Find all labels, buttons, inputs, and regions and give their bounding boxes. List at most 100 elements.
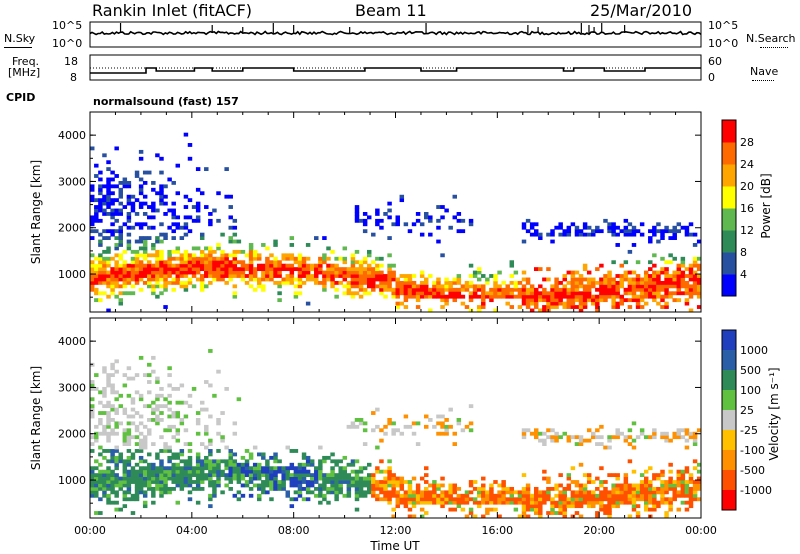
heatmap-cell xyxy=(134,253,140,258)
heatmap-cell xyxy=(114,411,119,415)
heatmap-cell xyxy=(138,473,144,478)
heatmap-cell xyxy=(403,291,409,296)
heatmap-cell xyxy=(688,284,694,289)
heatmap-cell xyxy=(199,263,205,268)
heatmap-cell xyxy=(285,267,290,272)
heatmap-cell xyxy=(570,514,576,519)
heatmap-cell xyxy=(529,493,535,498)
heatmap-cell xyxy=(533,287,539,292)
heatmap-cell xyxy=(138,277,144,282)
heatmap-cell xyxy=(338,490,343,495)
heatmap-cell xyxy=(652,263,657,268)
heatmap-cell xyxy=(126,462,132,467)
heatmap-cell xyxy=(232,462,238,467)
x-tick-label: 00:00 xyxy=(685,524,717,537)
heatmap-cell xyxy=(179,480,185,484)
heatmap-cell xyxy=(419,507,425,512)
heatmap-cell xyxy=(362,493,368,498)
heatmap-cell xyxy=(652,225,657,230)
heatmap-cell xyxy=(358,280,364,285)
heatmap-cell xyxy=(550,507,555,512)
heatmap-cell xyxy=(566,486,572,491)
heatmap-cell xyxy=(497,493,502,498)
heatmap-cell xyxy=(586,490,592,495)
heatmap-cell xyxy=(648,260,653,265)
heatmap-cell xyxy=(195,267,201,272)
heatmap-cell xyxy=(485,280,490,285)
heatmap-cell xyxy=(648,236,653,240)
heatmap-cell xyxy=(134,428,140,433)
heatmap-cell xyxy=(643,435,649,440)
beam-title: Beam 11 xyxy=(355,1,427,20)
heatmap-cell xyxy=(216,246,221,251)
heatmap-cell xyxy=(118,421,123,426)
heatmap-cell xyxy=(273,452,278,457)
heatmap-cell xyxy=(493,280,498,285)
heatmap-cell xyxy=(277,284,282,289)
heatmap-cell xyxy=(489,298,494,303)
colorbar-tick-label: -500 xyxy=(740,464,765,477)
heatmap-cell xyxy=(220,263,225,268)
heatmap-cell xyxy=(566,476,572,481)
heatmap-cell xyxy=(179,253,185,258)
heatmap-cell xyxy=(676,222,682,227)
heatmap-cell xyxy=(643,270,649,275)
heatmap-cell xyxy=(533,504,539,509)
heatmap-cell xyxy=(696,274,702,278)
heatmap-cell xyxy=(195,452,201,457)
heatmap-cell xyxy=(257,263,262,268)
heatmap-cell xyxy=(114,274,119,278)
heatmap-cell xyxy=(578,493,584,498)
heatmap-cell xyxy=(570,301,576,306)
heatmap-cell xyxy=(652,298,657,303)
heatmap-cell xyxy=(171,486,176,491)
heatmap-cell xyxy=(570,504,576,509)
heatmap-cell xyxy=(122,480,128,484)
heatmap-cell xyxy=(366,483,372,488)
heatmap-cell xyxy=(395,291,400,296)
heatmap-cell xyxy=(265,462,270,467)
heatmap-cell xyxy=(440,298,445,303)
heatmap-cell xyxy=(98,462,103,467)
heatmap-cell xyxy=(252,445,258,450)
heatmap-cell xyxy=(493,291,498,296)
heatmap-cell xyxy=(635,490,641,495)
heatmap-cell xyxy=(110,452,115,457)
heatmap-cell xyxy=(464,424,470,429)
heatmap-cell xyxy=(615,504,620,509)
heatmap-cell xyxy=(680,480,686,484)
heatmap-cell xyxy=(110,407,115,412)
heatmap-cell xyxy=(118,191,123,196)
heatmap-cell xyxy=(611,298,616,303)
heatmap-cell xyxy=(391,493,396,498)
heatmap-cell xyxy=(648,267,653,272)
heatmap-cell xyxy=(94,431,99,436)
heatmap-cell xyxy=(521,287,527,292)
heatmap-cell xyxy=(395,218,400,223)
heatmap-cell xyxy=(114,284,119,289)
freq-tick-top: 18 xyxy=(64,55,78,68)
heatmap-cell xyxy=(582,294,588,299)
heatmap-cell xyxy=(138,455,144,460)
heatmap-cell xyxy=(375,267,380,272)
heatmap-cell xyxy=(334,473,339,478)
heatmap-cell xyxy=(468,291,474,296)
heatmap-cell xyxy=(591,294,596,299)
heatmap-cell xyxy=(228,236,233,240)
heatmap-cell xyxy=(106,256,111,261)
freq-unit: [MHz] xyxy=(8,66,41,79)
heatmap-cell xyxy=(90,187,95,192)
heatmap-cell xyxy=(110,177,115,182)
heatmap-cell xyxy=(138,222,144,227)
colorbar-swatch xyxy=(722,490,736,511)
heatmap-cell xyxy=(224,466,229,471)
heatmap-cell xyxy=(354,249,360,254)
heatmap-cell xyxy=(481,291,486,296)
heatmap-cell xyxy=(452,277,457,282)
heatmap-cell xyxy=(326,480,331,484)
heatmap-cell xyxy=(228,476,233,481)
heatmap-cell xyxy=(436,205,441,209)
heatmap-cell xyxy=(216,274,221,278)
heatmap-cell xyxy=(403,424,409,429)
